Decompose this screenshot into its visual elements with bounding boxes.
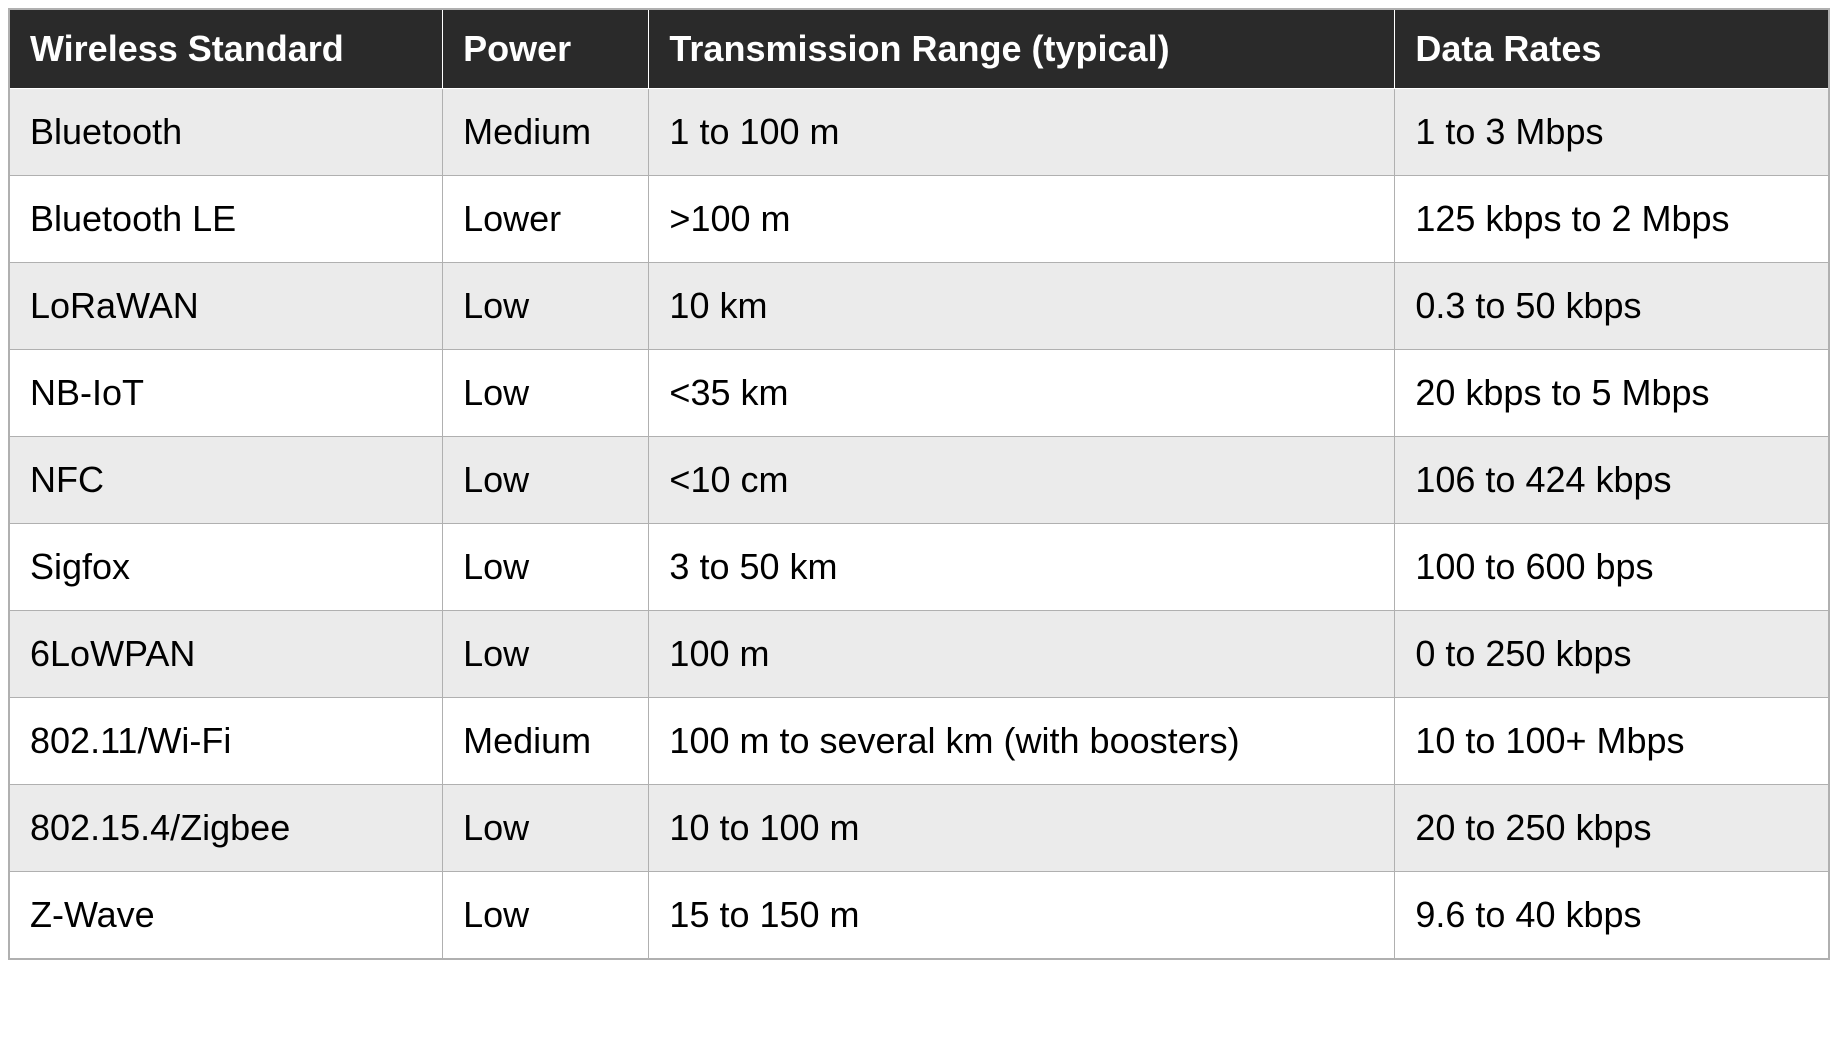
cell-range: 10 km [649, 263, 1395, 350]
cell-range: <10 cm [649, 437, 1395, 524]
table-row: Sigfox Low 3 to 50 km 100 to 600 bps [9, 524, 1829, 611]
cell-standard: Sigfox [9, 524, 443, 611]
cell-range: 15 to 150 m [649, 872, 1395, 960]
cell-power: Low [443, 611, 649, 698]
cell-standard: 802.11/Wi-Fi [9, 698, 443, 785]
wireless-standards-table: Wireless Standard Power Transmission Ran… [8, 8, 1830, 960]
table-row: 802.11/Wi-Fi Medium 100 m to several km … [9, 698, 1829, 785]
cell-range: 10 to 100 m [649, 785, 1395, 872]
cell-power: Low [443, 785, 649, 872]
table-row: 6LoWPAN Low 100 m 0 to 250 kbps [9, 611, 1829, 698]
table-header-row: Wireless Standard Power Transmission Ran… [9, 9, 1829, 89]
cell-rates: 9.6 to 40 kbps [1395, 872, 1829, 960]
col-header-range: Transmission Range (typical) [649, 9, 1395, 89]
cell-range: 100 m [649, 611, 1395, 698]
cell-rates: 10 to 100+ Mbps [1395, 698, 1829, 785]
cell-rates: 0 to 250 kbps [1395, 611, 1829, 698]
cell-rates: 125 kbps to 2 Mbps [1395, 176, 1829, 263]
cell-rates: 106 to 424 kbps [1395, 437, 1829, 524]
cell-range: <35 km [649, 350, 1395, 437]
cell-power: Low [443, 350, 649, 437]
cell-standard: Bluetooth LE [9, 176, 443, 263]
cell-standard: Bluetooth [9, 89, 443, 176]
col-header-power: Power [443, 9, 649, 89]
cell-range: >100 m [649, 176, 1395, 263]
cell-power: Medium [443, 698, 649, 785]
cell-power: Low [443, 872, 649, 960]
cell-power: Lower [443, 176, 649, 263]
cell-rates: 20 kbps to 5 Mbps [1395, 350, 1829, 437]
cell-rates: 100 to 600 bps [1395, 524, 1829, 611]
cell-rates: 1 to 3 Mbps [1395, 89, 1829, 176]
cell-standard: Z-Wave [9, 872, 443, 960]
table-row: 802.15.4/Zigbee Low 10 to 100 m 20 to 25… [9, 785, 1829, 872]
cell-rates: 0.3 to 50 kbps [1395, 263, 1829, 350]
table-row: NFC Low <10 cm 106 to 424 kbps [9, 437, 1829, 524]
cell-standard: NB-IoT [9, 350, 443, 437]
cell-standard: 802.15.4/Zigbee [9, 785, 443, 872]
cell-range: 1 to 100 m [649, 89, 1395, 176]
table-row: Z-Wave Low 15 to 150 m 9.6 to 40 kbps [9, 872, 1829, 960]
cell-power: Low [443, 437, 649, 524]
table-row: LoRaWAN Low 10 km 0.3 to 50 kbps [9, 263, 1829, 350]
cell-standard: 6LoWPAN [9, 611, 443, 698]
table-row: NB-IoT Low <35 km 20 kbps to 5 Mbps [9, 350, 1829, 437]
col-header-rates: Data Rates [1395, 9, 1829, 89]
cell-range: 3 to 50 km [649, 524, 1395, 611]
cell-standard: NFC [9, 437, 443, 524]
table-row: Bluetooth Medium 1 to 100 m 1 to 3 Mbps [9, 89, 1829, 176]
cell-range: 100 m to several km (with boosters) [649, 698, 1395, 785]
cell-power: Low [443, 263, 649, 350]
cell-rates: 20 to 250 kbps [1395, 785, 1829, 872]
table-row: Bluetooth LE Lower >100 m 125 kbps to 2 … [9, 176, 1829, 263]
col-header-standard: Wireless Standard [9, 9, 443, 89]
cell-power: Medium [443, 89, 649, 176]
cell-power: Low [443, 524, 649, 611]
cell-standard: LoRaWAN [9, 263, 443, 350]
